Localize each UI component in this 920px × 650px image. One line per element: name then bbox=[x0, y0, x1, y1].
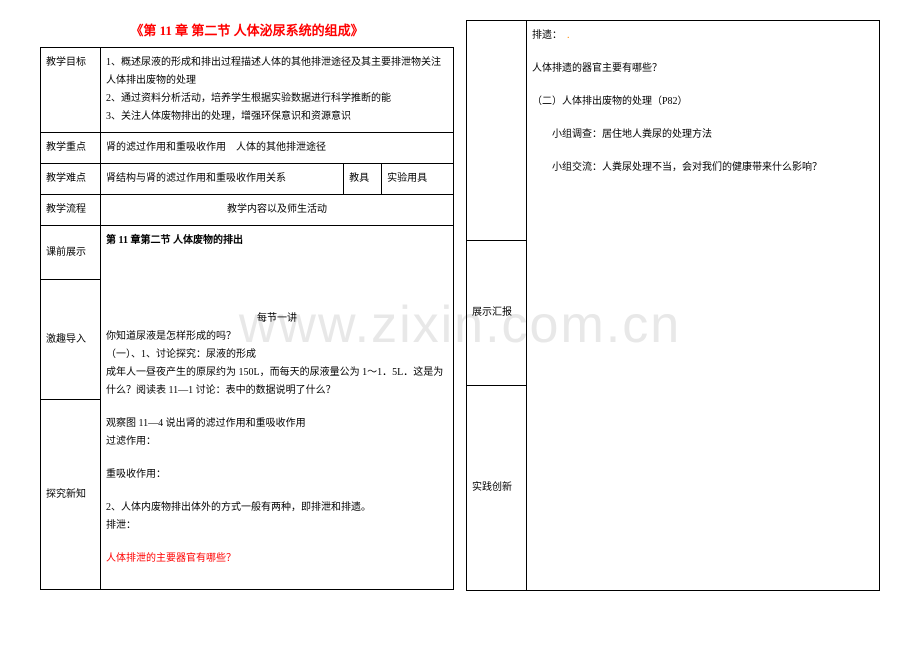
p-filter: 过滤作用： bbox=[106, 433, 448, 451]
content-keypoint: 肾的滤过作用和重吸收作用 人体的其他排泄途径 bbox=[101, 133, 454, 164]
content-difficulty: 肾结构与肾的滤过作用和重吸收作用关系 bbox=[101, 164, 344, 195]
section-title: 第 11 章第二节 人体废物的排出 bbox=[106, 232, 448, 250]
label-flow: 教学流程 bbox=[41, 195, 101, 226]
row-preclass: 课前展示 第 11 章第二节 人体废物的排出 每节一讲 你知道尿液是怎样形成的吗… bbox=[41, 226, 454, 280]
orange-dot: . bbox=[557, 30, 570, 41]
left-table: 教学目标 1、概述尿液的形成和排出过程描述人体的其他排泄途径及其主要排泄物关注人… bbox=[40, 47, 454, 590]
p-organs-red: 人体排泄的主要器官有哪些？ bbox=[106, 550, 448, 568]
row-flow-header: 教学流程 教学内容以及师生活动 bbox=[41, 195, 454, 226]
content-main: 第 11 章第二节 人体废物的排出 每节一讲 你知道尿液是怎样形成的吗？ （一）… bbox=[101, 226, 454, 590]
content-objectives: 1、概述尿液的形成和排出过程描述人体的其他排泄途径及其主要排泄物关注人体排出废物… bbox=[101, 48, 454, 133]
label-practice: 实践创新 bbox=[467, 386, 527, 591]
label-difficulty: 教学难点 bbox=[41, 164, 101, 195]
p-adult-urine: 成年人一昼夜产生的原尿约为 150L，而每天的尿液量公为 1～1．5L．这是为什… bbox=[106, 364, 448, 400]
label-right-empty bbox=[467, 21, 527, 241]
row-difficulty: 教学难点 肾结构与肾的滤过作用和重吸收作用关系 教具 实验用具 bbox=[41, 164, 454, 195]
label-keypoint: 教学重点 bbox=[41, 133, 101, 164]
right-page: 排遗： . 人体排遗的器官主要有哪些？ （二）人体排出废物的处理（P82） 小组… bbox=[466, 20, 880, 591]
p-section2: （二）人体排出废物的处理（P82） bbox=[532, 93, 874, 111]
p-discuss: （一）、1、讨论探究：尿液的形成 bbox=[106, 346, 448, 364]
right-table: 排遗： . 人体排遗的器官主要有哪些？ （二）人体排出废物的处理（P82） 小组… bbox=[466, 20, 880, 591]
page-container: 《第 11 章 第二节 人体泌尿系统的组成》 教学目标 1、概述尿液的形成和排出… bbox=[0, 0, 920, 611]
obj-line2: 2、通过资料分析活动，培养学生根据实验数据进行科学推断的能 bbox=[106, 90, 448, 108]
content-tool: 实验用具 bbox=[382, 164, 454, 195]
p-waste-methods: 2、人体内废物排出体外的方式一般有两种，即排泄和排遗。 bbox=[106, 499, 448, 517]
obj-line1: 1、概述尿液的形成和排出过程描述人体的其他排泄途径及其主要排泄物关注人体排出废物… bbox=[106, 54, 448, 90]
p-observe: 观察图 11—4 说出肾的滤过作用和重吸收作用 bbox=[106, 415, 448, 433]
label-objectives: 教学目标 bbox=[41, 48, 101, 133]
label-explore: 探究新知 bbox=[41, 400, 101, 590]
p-organs-q: 人体排遗的器官主要有哪些？ bbox=[532, 60, 874, 78]
obj-line3: 3、关注人体废物排出的处理，增强环保意识和资源意识 bbox=[106, 108, 448, 126]
p-reabsorb: 重吸收作用： bbox=[106, 466, 448, 484]
row-right-top: 排遗： . 人体排遗的器官主要有哪些？ （二）人体排出废物的处理（P82） 小组… bbox=[467, 21, 880, 241]
p-exchange: 小组交流：人粪尿处理不当，会对我们的健康带来什么影响？ bbox=[532, 159, 874, 177]
label-display: 展示汇报 bbox=[467, 241, 527, 386]
document-title: 《第 11 章 第二节 人体泌尿系统的组成》 bbox=[40, 20, 454, 39]
label-tool: 教具 bbox=[344, 164, 382, 195]
content-right-main: 排遗： . 人体排遗的器官主要有哪些？ （二）人体排出废物的处理（P82） 小组… bbox=[527, 21, 880, 591]
row-objectives: 教学目标 1、概述尿液的形成和排出过程描述人体的其他排泄途径及其主要排泄物关注人… bbox=[41, 48, 454, 133]
p-paiyi: 排遗： . bbox=[532, 27, 874, 45]
p-excretion: 排泄： bbox=[106, 517, 448, 535]
left-page: 《第 11 章 第二节 人体泌尿系统的组成》 教学目标 1、概述尿液的形成和排出… bbox=[40, 20, 454, 591]
q-urine-formation: 你知道尿液是怎样形成的吗？ bbox=[106, 328, 448, 346]
flow-header: 教学内容以及师生活动 bbox=[101, 195, 454, 226]
label-intro: 激趣导入 bbox=[41, 280, 101, 400]
label-preclass: 课前展示 bbox=[41, 226, 101, 280]
row-keypoint: 教学重点 肾的滤过作用和重吸收作用 人体的其他排泄途径 bbox=[41, 133, 454, 164]
lecture-title: 每节一讲 bbox=[106, 310, 448, 328]
p-survey: 小组调查：居住地人粪尿的处理方法 bbox=[532, 126, 874, 144]
